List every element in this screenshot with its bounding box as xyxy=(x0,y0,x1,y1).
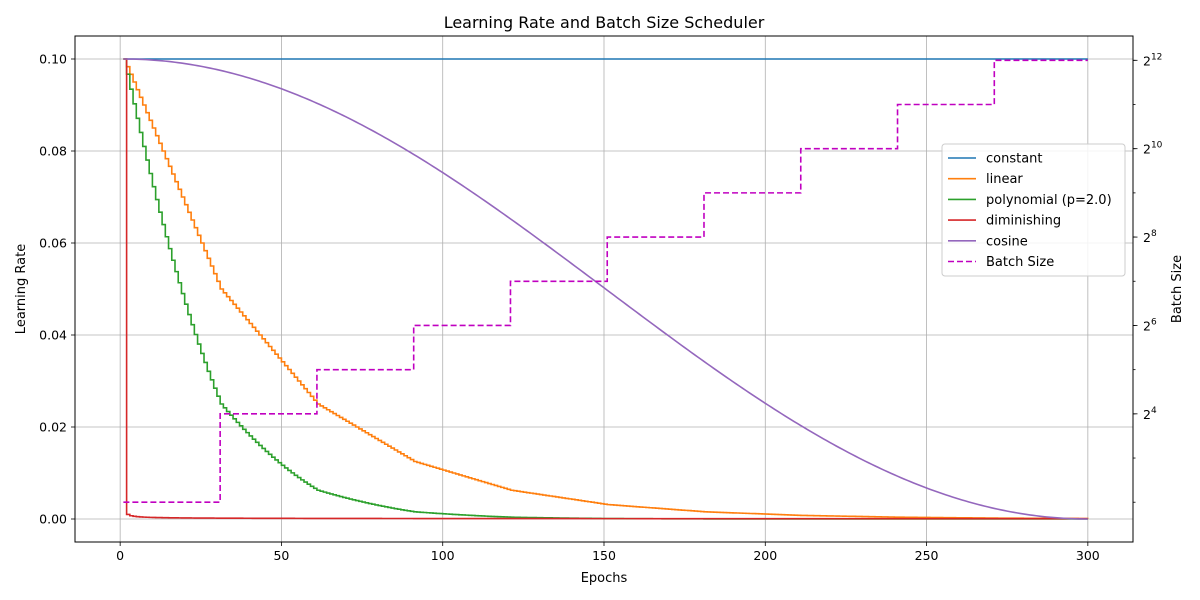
x-tick-label: 100 xyxy=(431,548,455,563)
x-axis: 0 50 100 150 200 250 300 xyxy=(116,542,1100,563)
legend: constant linear polynomial (p=2.0) diminish… xyxy=(941,143,1126,277)
y2-tick-label: 24 xyxy=(1143,406,1157,422)
y2-axis-label: Batch Size xyxy=(1170,255,1185,323)
y-axis: 0.00 0.02 0.04 0.06 0.08 0.10 xyxy=(39,52,75,527)
series-diminishing-line xyxy=(123,58,1088,520)
y2-tick-label: 26 xyxy=(1143,317,1157,333)
y2-tick-base: 2 xyxy=(1143,318,1151,333)
y2-tick-base: 2 xyxy=(1143,142,1151,157)
x-tick-label: 0 xyxy=(116,548,124,563)
series-cosine-line xyxy=(123,58,1088,520)
y2-tick-exponent: 12 xyxy=(1151,52,1162,62)
y-tick-label: 0.08 xyxy=(39,144,67,159)
y-axis-label: Learning Rate xyxy=(14,244,29,334)
x-tick-label: 250 xyxy=(915,548,939,563)
y-tick-label: 0.04 xyxy=(39,328,67,343)
chart-title: Learning Rate and Batch Size Scheduler xyxy=(444,13,765,32)
y2-tick-base: 2 xyxy=(1143,407,1151,422)
y-tick-label: 0.00 xyxy=(39,512,67,527)
x-tick-label: 50 xyxy=(273,548,289,563)
legend-label-diminishing: diminishing xyxy=(986,214,1061,229)
legend-label-batch: Batch Size xyxy=(986,255,1054,270)
y2-tick-base: 2 xyxy=(1143,230,1151,245)
y-tick-label: 0.02 xyxy=(39,420,67,435)
legend-label-linear: linear xyxy=(986,172,1023,187)
series-batch-line xyxy=(123,59,1088,504)
series-layer xyxy=(123,58,1089,520)
x-tick-label: 150 xyxy=(592,548,616,563)
y2-tick-exponent: 10 xyxy=(1151,141,1163,151)
y-tick-label: 0.06 xyxy=(39,236,67,251)
legend-label-cosine: cosine xyxy=(986,234,1028,249)
y-tick-label: 0.10 xyxy=(39,52,67,67)
legend-label-polynomial: polynomial (p=2.0) xyxy=(986,193,1112,208)
grid xyxy=(75,36,1133,542)
x-tick-label: 200 xyxy=(753,548,777,563)
y2-tick-label: 210 xyxy=(1143,141,1163,157)
y2-tick-base: 2 xyxy=(1143,53,1151,68)
series-linear-line xyxy=(123,58,1089,520)
legend-box xyxy=(941,143,1126,277)
x-tick-label: 300 xyxy=(1076,548,1100,563)
x-axis-label: Epochs xyxy=(581,571,628,586)
y2-tick-label: 212 xyxy=(1143,52,1162,68)
y2-tick-exponent: 4 xyxy=(1151,406,1157,416)
y2-tick-exponent: 6 xyxy=(1151,317,1157,327)
y2-tick-exponent: 8 xyxy=(1151,229,1157,239)
y2-tick-label: 28 xyxy=(1143,229,1157,245)
legend-label-constant: constant xyxy=(986,152,1043,167)
